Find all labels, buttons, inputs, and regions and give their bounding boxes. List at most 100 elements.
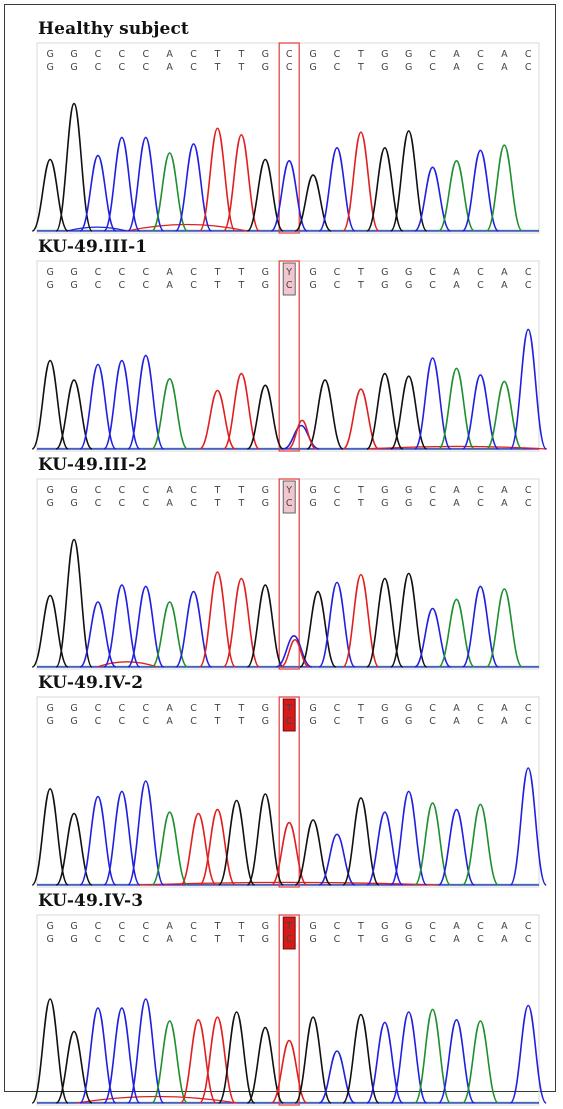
peak [246, 158, 284, 232]
peak [246, 793, 284, 886]
reference-base: A [501, 716, 508, 727]
peak [222, 133, 261, 232]
secondary-peak [287, 419, 317, 450]
reference-base: G [381, 934, 388, 945]
reference-base: C [477, 62, 484, 73]
reference-base: G [70, 934, 77, 945]
called-base: G [405, 921, 412, 932]
reference-base: G [381, 498, 388, 509]
reference-base: C [286, 498, 293, 509]
peak [217, 1011, 256, 1104]
reference-base: A [166, 716, 173, 727]
peak [414, 607, 451, 668]
called-base: G [381, 485, 388, 496]
called-base: A [501, 703, 508, 714]
called-base: C [334, 921, 341, 932]
peak [79, 795, 117, 886]
reference-base: G [405, 280, 412, 291]
peak [127, 585, 165, 668]
reference-base: G [46, 716, 53, 727]
reference-base: G [405, 62, 412, 73]
called-base: A [453, 49, 460, 60]
peak [103, 136, 141, 232]
peak [437, 808, 476, 886]
reference-base: C [334, 498, 341, 509]
noise-trace [66, 226, 128, 232]
peak [79, 363, 117, 450]
reference-base: C [334, 62, 341, 73]
reference-base: A [501, 498, 508, 509]
called-base: Y [285, 485, 292, 496]
peak [179, 1018, 218, 1104]
called-base: C [190, 267, 197, 278]
panel-title: KU-49.III-1 [38, 237, 148, 257]
called-base: C [429, 703, 436, 714]
called-base: T [285, 703, 292, 714]
called-base: C [525, 267, 532, 278]
peak [294, 1016, 332, 1104]
called-base: G [46, 267, 53, 278]
peak [413, 357, 452, 450]
peak [174, 590, 213, 668]
called-base: G [262, 267, 269, 278]
reference-base: C [525, 498, 532, 509]
peak [179, 812, 218, 886]
peak [55, 102, 93, 232]
called-base: C [95, 485, 102, 496]
reference-base: A [501, 280, 508, 291]
called-base: G [309, 703, 316, 714]
homozygous-marker [282, 916, 296, 950]
called-base: C [190, 485, 197, 496]
panel-title: KU-49.IV-2 [38, 673, 144, 693]
peak [318, 581, 356, 668]
reference-base: C [429, 498, 436, 509]
called-base: C [95, 921, 102, 932]
reference-base: C [190, 280, 197, 291]
peak [103, 584, 141, 668]
called-base: G [70, 49, 77, 60]
reference-base: T [237, 934, 244, 945]
peak [31, 998, 69, 1104]
reference-base: T [214, 716, 221, 727]
reference-base: A [501, 934, 508, 945]
chromatogram-svg: G G C C C A C T T G T G C T G G C A C A CG G C C C A C T T G C G C T G G C A C… [31, 696, 547, 888]
reference-base: T [357, 62, 364, 73]
called-base: T [237, 703, 244, 714]
chromatogram-svg: G G C C C A C T T G C G C T G G C A C A CG G C C C A C T T G C G C T G G C A C… [31, 42, 540, 234]
called-base: C [525, 49, 532, 60]
reference-base: G [70, 62, 77, 73]
called-base: C [477, 49, 484, 60]
peak [198, 1016, 237, 1104]
called-base: A [166, 703, 173, 714]
called-base: T [357, 49, 364, 60]
called-base: C [334, 703, 341, 714]
peak [246, 384, 284, 450]
called-base: A [166, 485, 173, 496]
reference-base: C [429, 716, 436, 727]
reference-base: C [525, 934, 532, 945]
peak [270, 159, 308, 232]
reference-base: G [309, 62, 316, 73]
called-base: C [119, 267, 126, 278]
called-base: C [334, 49, 341, 60]
reference-base: C [119, 280, 126, 291]
reference-base: C [119, 716, 126, 727]
called-base: C [119, 921, 126, 932]
called-base: C [95, 49, 102, 60]
reference-base: C [429, 62, 436, 73]
reference-base: C [286, 934, 293, 945]
peak [413, 166, 452, 232]
called-base: A [453, 485, 460, 496]
reference-base: A [166, 498, 173, 509]
called-base: C [142, 267, 149, 278]
peak [509, 1004, 547, 1104]
called-base: Y [285, 267, 292, 278]
peak [198, 808, 237, 886]
reference-base: T [357, 498, 364, 509]
reference-base: C [429, 280, 436, 291]
called-base: C [119, 485, 126, 496]
reference-base: A [453, 280, 460, 291]
reference-base: C [334, 280, 341, 291]
